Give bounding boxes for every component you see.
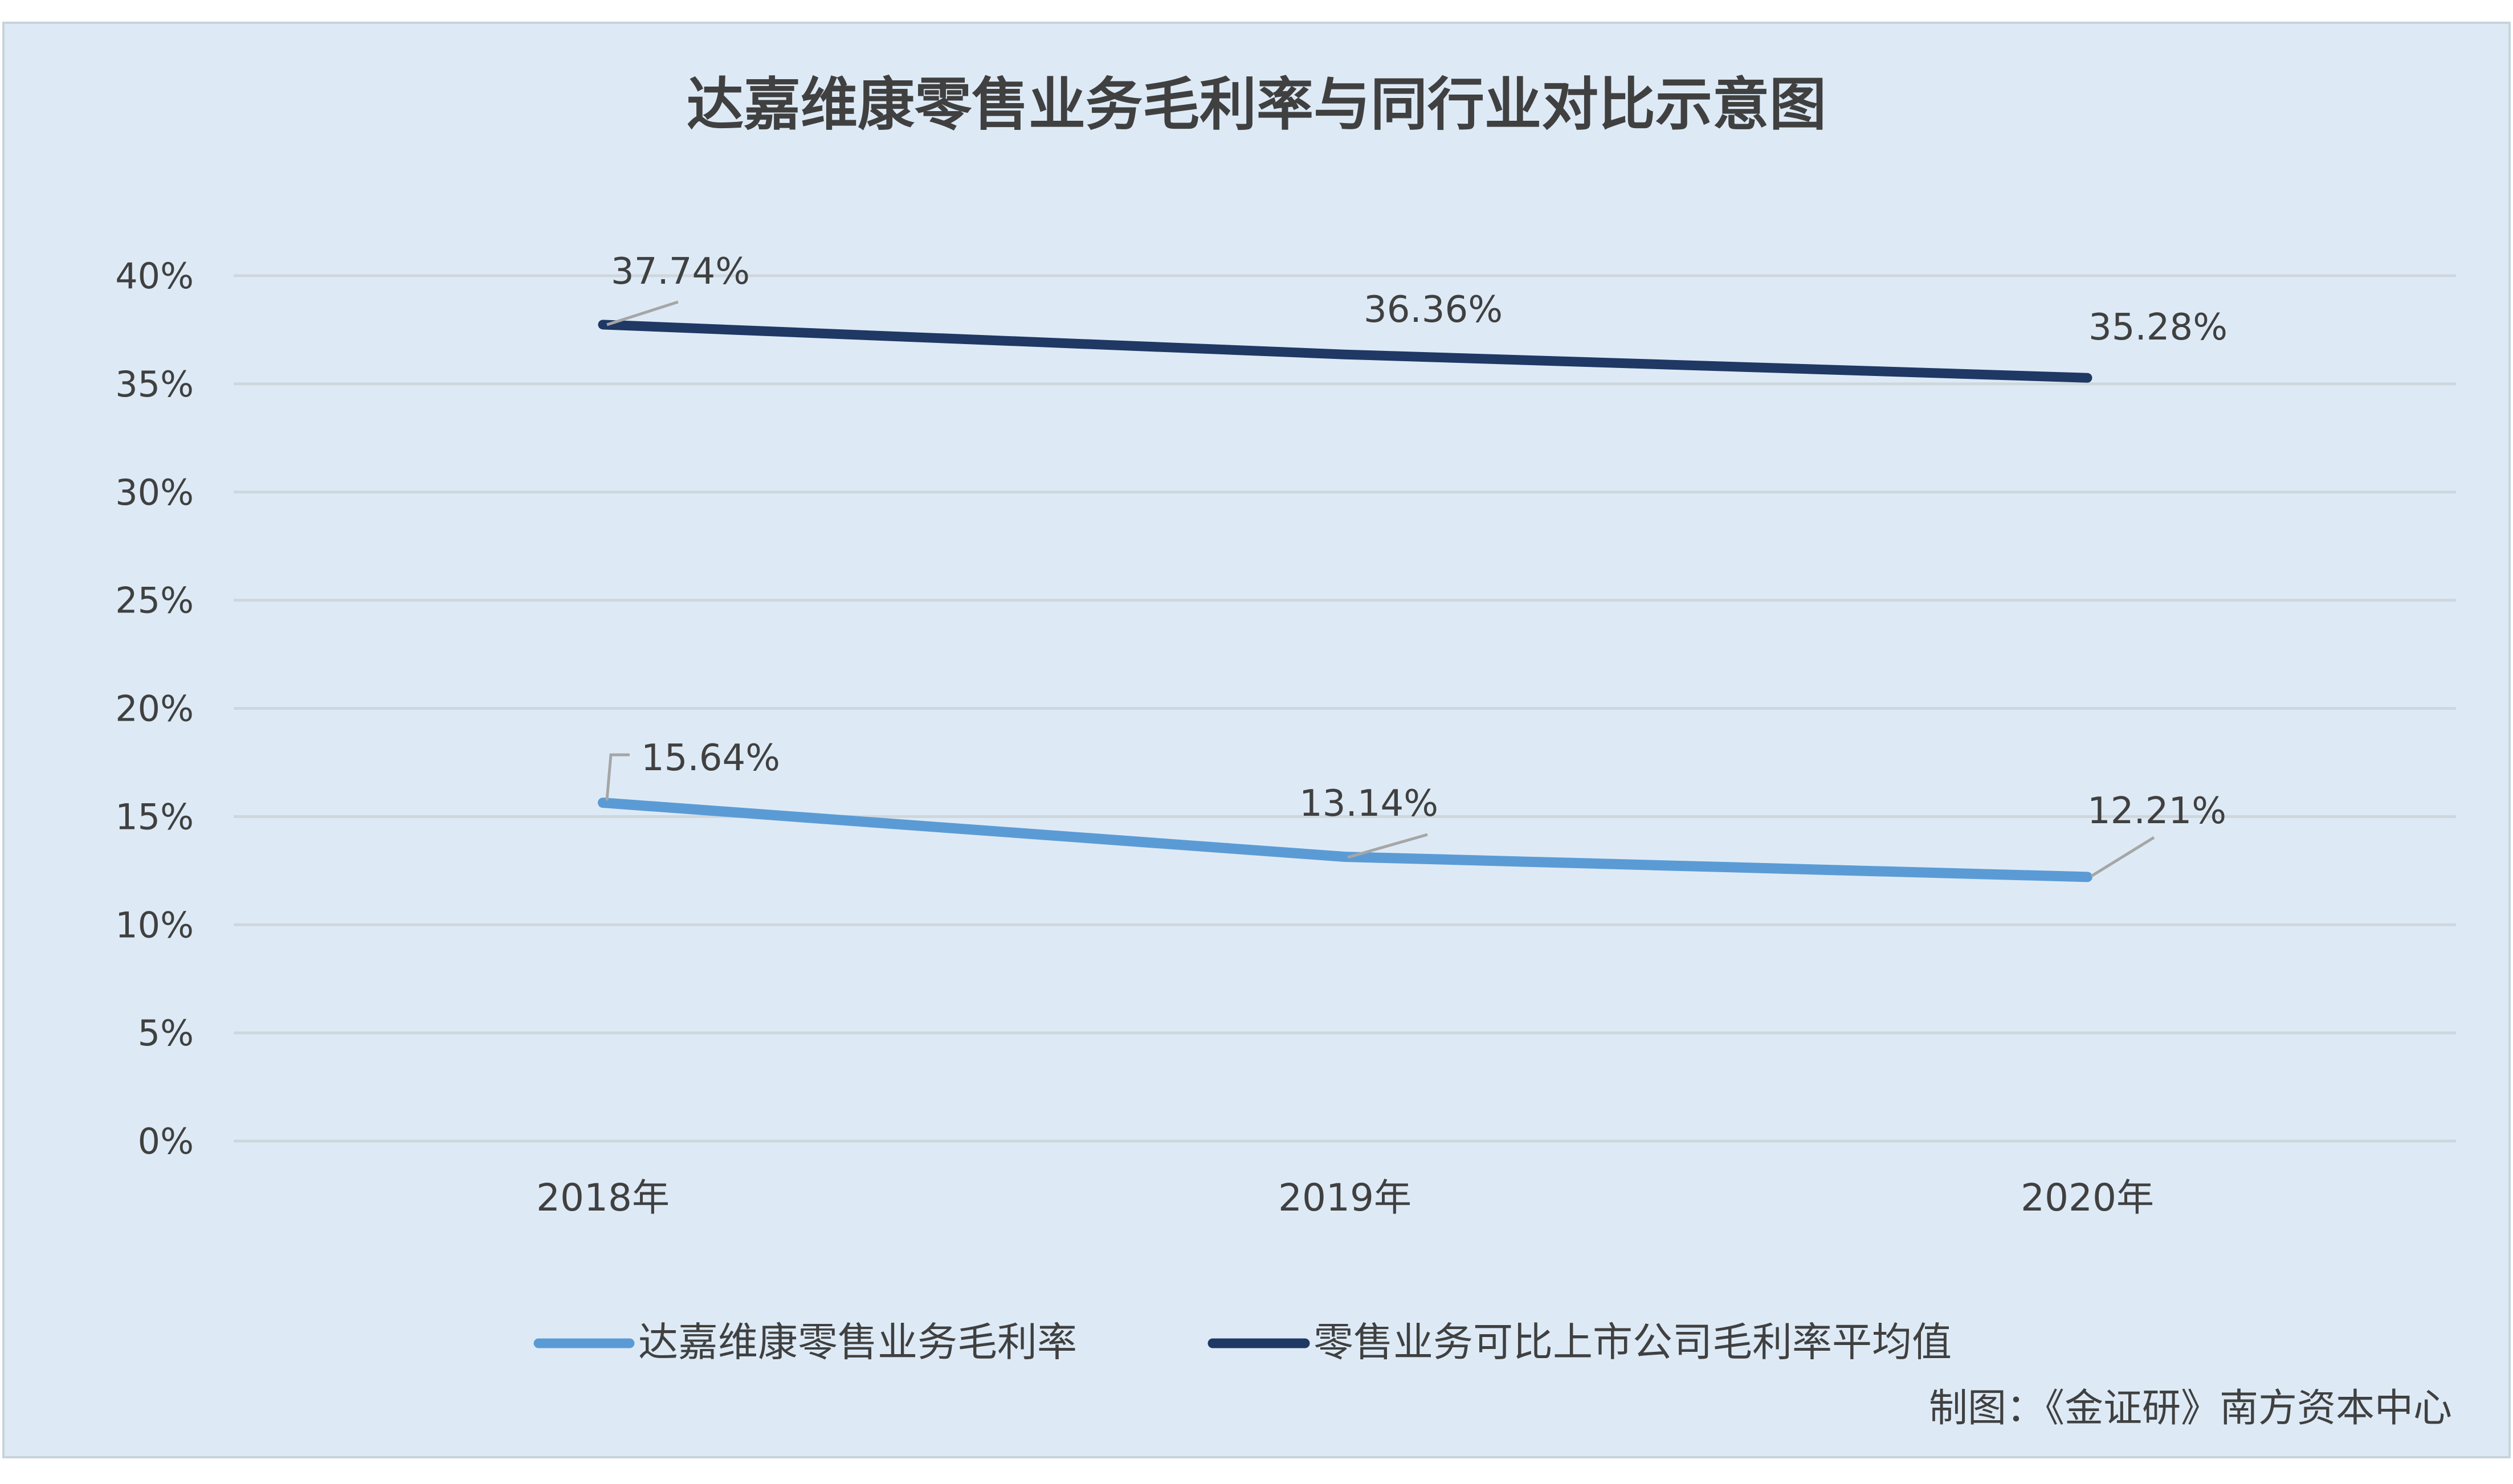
x-axis-tick-labels: 2018年 2019年 2020年 [536, 1176, 2154, 1220]
leader-line [605, 753, 630, 801]
data-labels: 15.64% 13.14% 12.21% 37.74% 36.36% 35.28% [605, 251, 2228, 878]
data-label: 36.36% [1364, 289, 1503, 331]
data-point [2086, 377, 2088, 379]
y-tick-label: 30% [115, 472, 194, 513]
data-point [1344, 856, 1346, 858]
leader-line [2090, 836, 2155, 878]
data-point [602, 323, 604, 326]
y-tick-label: 35% [115, 363, 194, 405]
x-tick-label: 2019年 [1278, 1176, 1411, 1220]
chart-title: 达嘉维康零售业务毛利率与同行业对比示意图 [687, 71, 1826, 138]
gridlines [234, 274, 2456, 1143]
x-tick-label: 2018年 [536, 1176, 670, 1220]
leader-line [1347, 833, 1428, 859]
y-tick-label: 20% [115, 688, 194, 730]
data-point [602, 802, 604, 804]
data-label: 12.21% [2087, 790, 2226, 832]
y-tick-label: 40% [115, 255, 194, 297]
leader-line [606, 300, 679, 326]
data-point [2086, 876, 2088, 878]
series-lines [598, 320, 2092, 882]
chart-footnote: 制图：《金证研》南方资本中心 [1929, 1386, 2452, 1431]
data-label: 35.28% [2088, 306, 2228, 349]
data-label: 37.74% [611, 251, 750, 293]
legend-label: 零售业务可比上市公司毛利率平均值 [1313, 1319, 1952, 1366]
y-axis-tick-labels: 0% 5% 10% 15% 20% 25% 30% 35% 40% [115, 255, 194, 1162]
y-tick-label: 0% [138, 1121, 194, 1162]
y-tick-label: 10% [115, 904, 194, 946]
chart-background [2, 22, 2511, 1458]
x-tick-label: 2020年 [2021, 1176, 2154, 1220]
y-tick-label: 25% [115, 580, 194, 622]
legend: 达嘉维康零售业务毛利率 零售业务可比上市公司毛利率平均值 [533, 1319, 1952, 1366]
data-label: 13.14% [1299, 783, 1438, 825]
legend-label: 达嘉维康零售业务毛利率 [638, 1319, 1077, 1366]
data-label: 15.64% [641, 737, 780, 779]
data-point [1344, 353, 1346, 356]
y-tick-label: 5% [138, 1012, 194, 1054]
y-tick-label: 15% [115, 796, 194, 837]
